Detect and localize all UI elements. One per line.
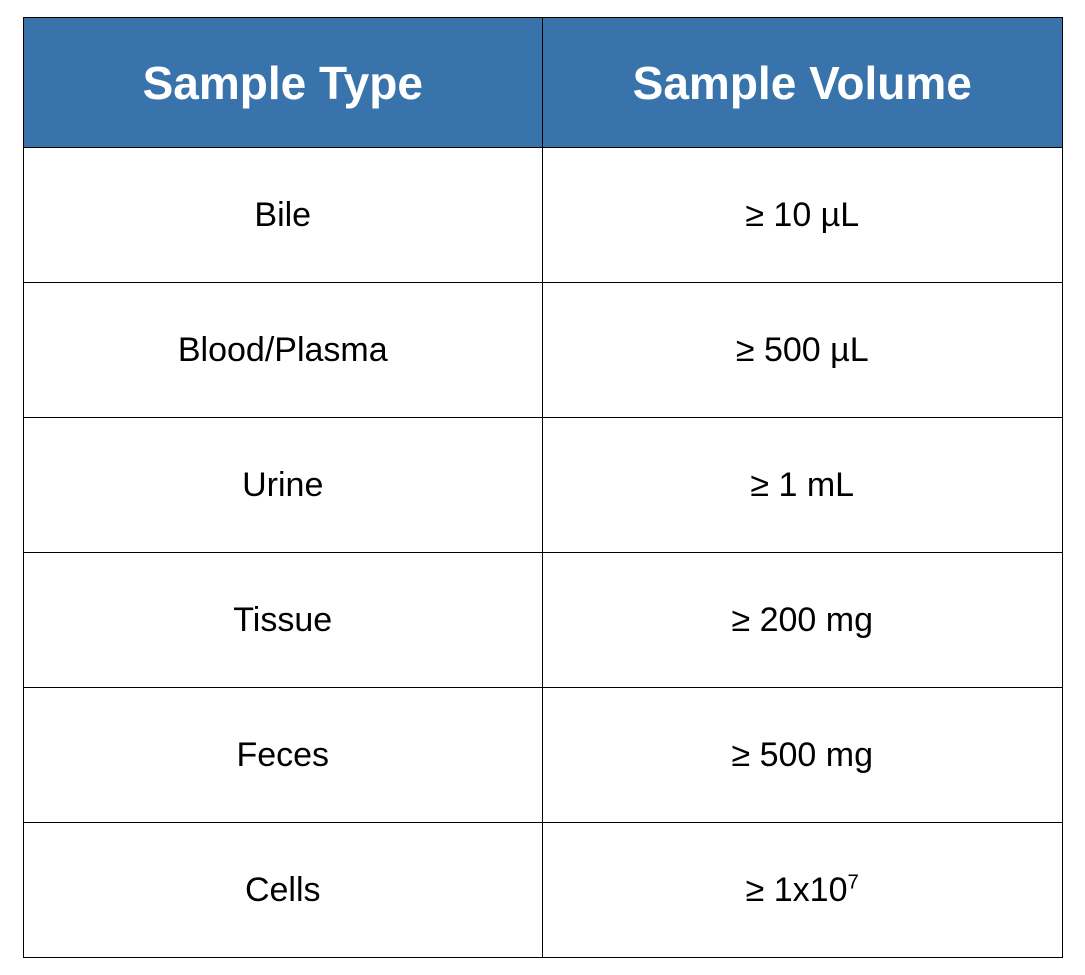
cell-sample-volume-base: ≥ 1x10 <box>746 871 848 909</box>
table-row: Urine ≥ 1 mL <box>23 418 1062 553</box>
table-header-row: Sample Type Sample Volume <box>23 18 1062 148</box>
cell-sample-type: Feces <box>23 688 543 823</box>
header-sample-type: Sample Type <box>23 18 543 148</box>
table-row: Blood/Plasma ≥ 500 µL <box>23 283 1062 418</box>
cell-sample-volume: ≥ 1x107 <box>543 823 1063 958</box>
cell-sample-volume: ≥ 10 µL <box>543 148 1063 283</box>
cell-sample-type: Tissue <box>23 553 543 688</box>
cell-sample-type: Urine <box>23 418 543 553</box>
table-row: Cells ≥ 1x107 <box>23 823 1062 958</box>
cell-sample-volume: ≥ 200 mg <box>543 553 1063 688</box>
table-row: Feces ≥ 500 mg <box>23 688 1062 823</box>
cell-sample-type: Bile <box>23 148 543 283</box>
sample-requirements-table-container: Sample Type Sample Volume Bile ≥ 10 µL B… <box>23 17 1063 958</box>
cell-sample-volume: ≥ 500 µL <box>543 283 1063 418</box>
cell-sample-volume: ≥ 1 mL <box>543 418 1063 553</box>
sample-requirements-table: Sample Type Sample Volume Bile ≥ 10 µL B… <box>23 17 1063 958</box>
cell-sample-volume: ≥ 500 mg <box>543 688 1063 823</box>
cell-sample-type: Blood/Plasma <box>23 283 543 418</box>
table-row: Tissue ≥ 200 mg <box>23 553 1062 688</box>
table-row: Bile ≥ 10 µL <box>23 148 1062 283</box>
cell-sample-type: Cells <box>23 823 543 958</box>
header-sample-volume: Sample Volume <box>543 18 1063 148</box>
cell-sample-volume-exp: 7 <box>848 871 859 893</box>
